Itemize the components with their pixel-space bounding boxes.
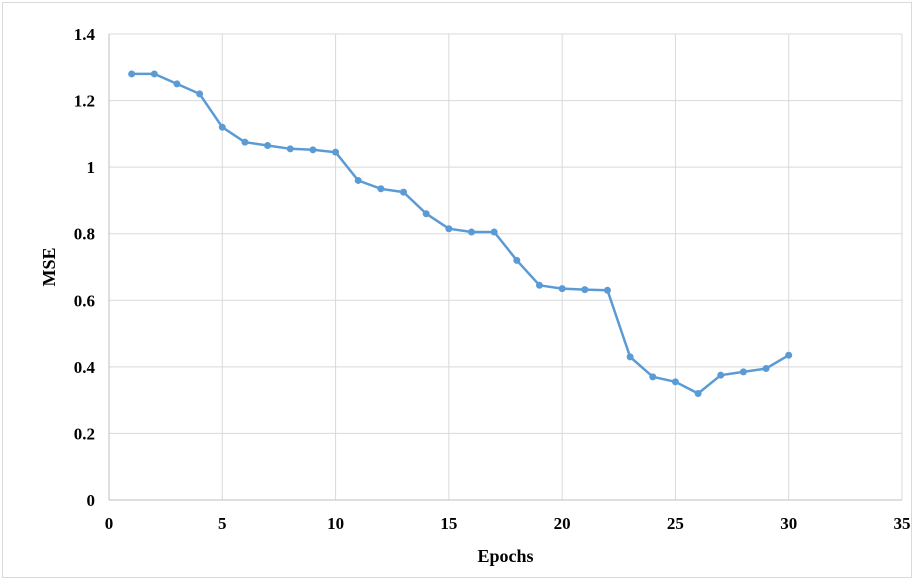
data-point [422, 210, 430, 218]
data-point [535, 281, 543, 289]
data-point [558, 285, 566, 293]
y-tick-label: 0.6 [74, 291, 95, 310]
data-point [603, 286, 611, 294]
y-tick-label: 0 [87, 491, 96, 510]
data-point [717, 371, 725, 379]
data-point [671, 378, 679, 386]
line-chart: 0 5 10 15 20 25 30 35 0 0.2 0.4 0.6 0.8 1 1.2 1.4 Epoc… [39, 25, 911, 566]
data-point [649, 373, 657, 381]
data-point [377, 185, 385, 193]
data-point [173, 80, 181, 88]
series-group [128, 70, 793, 397]
x-tick-label: 15 [440, 514, 457, 533]
data-point [626, 353, 634, 361]
data-point [739, 368, 747, 376]
x-tick-label: 20 [554, 514, 571, 533]
grid [109, 33, 903, 500]
y-tick-label: 1.2 [74, 92, 95, 111]
data-point [490, 228, 498, 236]
data-point [581, 286, 589, 294]
data-point [196, 90, 204, 98]
x-tick-label: 10 [327, 514, 344, 533]
x-tick-label: 0 [105, 514, 114, 533]
data-point [468, 228, 476, 236]
y-axis-title: MSE [39, 247, 59, 286]
x-tick-label: 5 [218, 514, 227, 533]
x-tick-labels: 0 5 10 15 20 25 30 35 [105, 514, 911, 533]
data-point [286, 145, 294, 153]
data-point [762, 365, 770, 373]
y-tick-label: 0.2 [74, 424, 95, 443]
data-point [241, 138, 249, 146]
x-tick-label: 35 [894, 514, 911, 533]
y-tick-label: 0.4 [74, 358, 96, 377]
y-tick-labels: 0 0.2 0.4 0.6 0.8 1 1.2 1.4 [74, 25, 96, 510]
data-point [309, 146, 317, 154]
data-point [128, 70, 136, 78]
y-tick-label: 1 [87, 158, 96, 177]
data-point [354, 176, 362, 184]
data-point [445, 225, 453, 233]
series-line [131, 72, 790, 395]
data-point [264, 142, 272, 150]
axes [108, 34, 902, 501]
y-tick-label: 1.4 [74, 25, 96, 44]
data-point [400, 188, 408, 196]
data-point [694, 389, 702, 397]
y-tick-label: 0.8 [74, 225, 95, 244]
data-point [513, 256, 521, 264]
x-tick-label: 25 [667, 514, 684, 533]
data-point [332, 148, 340, 156]
data-point [150, 70, 158, 78]
x-axis-title: Epochs [477, 546, 533, 566]
data-point [785, 351, 793, 359]
data-point [218, 123, 226, 131]
x-tick-label: 30 [780, 514, 797, 533]
